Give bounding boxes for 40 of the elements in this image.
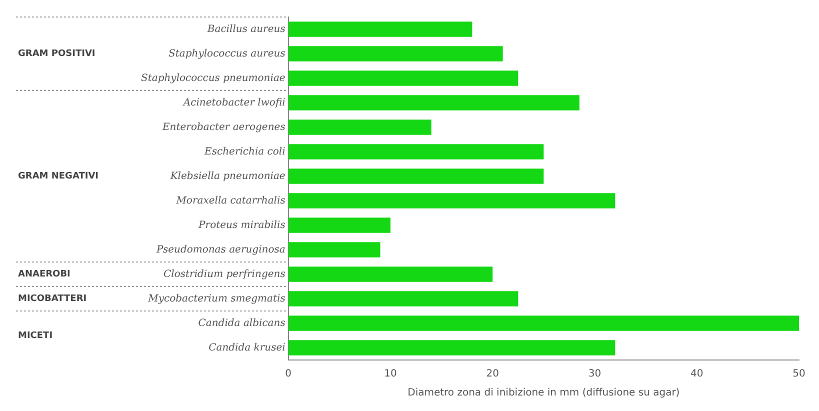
y-tick-label: Staphylococcus pneumoniae bbox=[140, 72, 286, 84]
y-tick-label: Proteus mirabilis bbox=[198, 220, 286, 231]
text: GRAM POSITIVI bbox=[18, 49, 96, 60]
text: MICOBATTERI bbox=[18, 294, 87, 304]
y-tick-label: Pseudomonas aeruginosa bbox=[155, 244, 286, 256]
bar bbox=[288, 70, 518, 86]
y-tick-label: Clostridium perfringens bbox=[164, 268, 286, 280]
y-tick-label: Klebsiella pneumoniae bbox=[169, 170, 286, 182]
bar bbox=[288, 242, 380, 258]
x-axis-title: Diametro zona di inibizione in mm (diffusione su agar) bbox=[408, 388, 680, 399]
text: MICETI bbox=[18, 330, 53, 341]
x-tick-label: 50 bbox=[792, 368, 806, 380]
bar bbox=[288, 316, 799, 331]
bar bbox=[288, 291, 518, 306]
bar bbox=[288, 340, 616, 356]
bar bbox=[288, 120, 432, 135]
y-tick-label: Candida krusei bbox=[208, 342, 286, 354]
x-tick-label: 10 bbox=[384, 368, 397, 380]
y-tick-label: Bacillus aureus bbox=[206, 24, 286, 35]
text: GRAM NEGATIVI bbox=[18, 172, 99, 182]
y-tick-label: Mycobacterium smegmatis bbox=[147, 293, 286, 304]
text: ANAEROBI bbox=[18, 270, 70, 280]
x-tick-label: 30 bbox=[588, 368, 602, 380]
x-tick-label: 0 bbox=[285, 368, 292, 380]
y-tick-label: Staphylococcus aureus bbox=[168, 48, 286, 60]
bar bbox=[288, 218, 390, 233]
y-tick-label: Acinetobacter lwofii bbox=[182, 97, 286, 108]
y-tick-label: Enterobacter aerogenes bbox=[162, 122, 286, 133]
bar bbox=[288, 46, 503, 62]
y-tick-label: Moraxella catarrhalis bbox=[175, 195, 286, 206]
y-tick-label: Candida albicans bbox=[198, 318, 286, 329]
bar bbox=[288, 22, 472, 37]
bar bbox=[288, 144, 544, 160]
x-tick-label: 40 bbox=[690, 368, 704, 380]
x-tick-label: 20 bbox=[486, 368, 499, 380]
bar bbox=[288, 193, 616, 208]
bar bbox=[288, 95, 580, 110]
y-tick-label: Escherichia coli bbox=[204, 146, 286, 158]
bar bbox=[288, 168, 544, 184]
bar bbox=[288, 266, 493, 282]
